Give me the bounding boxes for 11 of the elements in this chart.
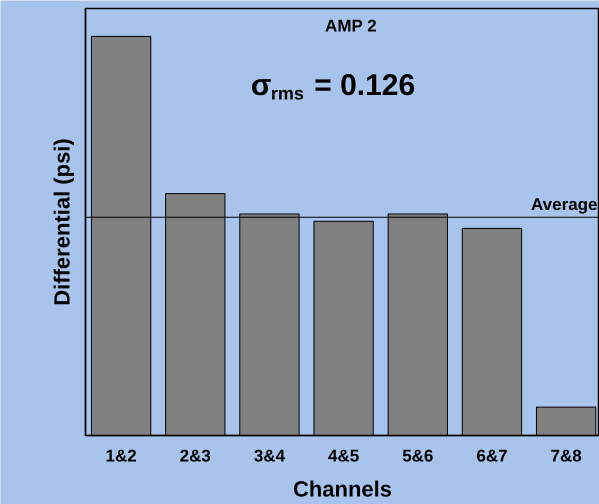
chart-title: AMP 2 <box>325 16 377 36</box>
x-tick-label: 5&6 <box>402 446 434 466</box>
ref-line-label: Average <box>531 195 598 214</box>
y-axis-title: Differential (psi) <box>50 138 74 306</box>
x-tick-label: 1&2 <box>106 446 137 466</box>
x-tick-label: 2&3 <box>180 446 211 466</box>
x-tick-label: 4&5 <box>328 446 360 466</box>
x-tick-label: 6&7 <box>476 446 508 466</box>
x-tick-label: 3&4 <box>254 446 286 466</box>
x-tick-label: 7&8 <box>550 446 582 466</box>
x-axis-title: Channels <box>292 476 392 502</box>
